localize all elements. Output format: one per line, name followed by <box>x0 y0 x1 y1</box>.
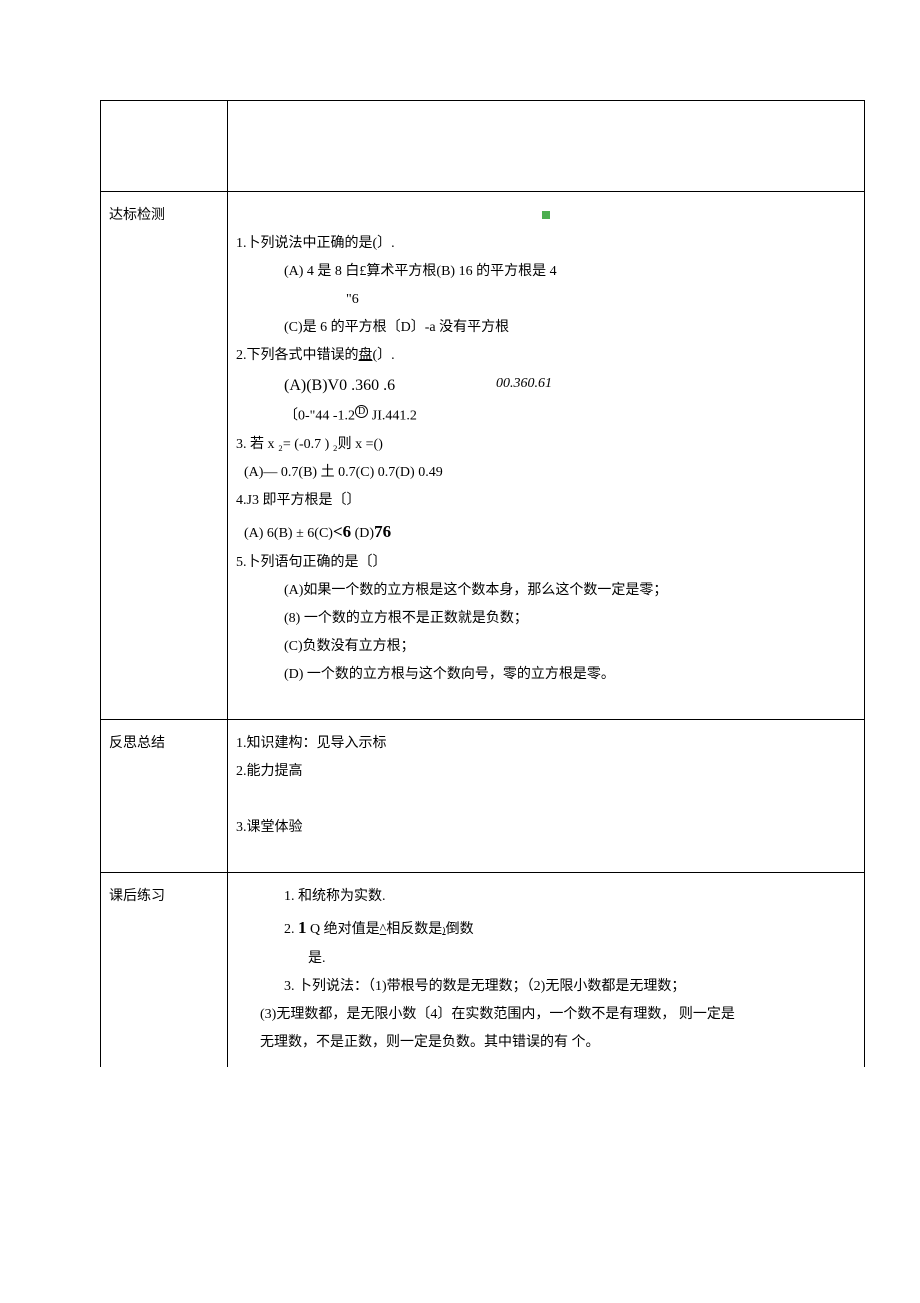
q1-optCD: (C)是 6 的平方根〔D〕-a 没有平方根 <box>236 314 856 342</box>
q2-stem-pre: 2.下列各式中错误的 <box>236 348 359 363</box>
fansi-row: 反思总结 1.知识建构：见导入示标 2.能力提高 3.课堂体验 <box>101 719 865 872</box>
q4-opts: (A) 6(B) ± 6(C)<6 (D)76 <box>236 515 856 549</box>
kehou-q1: 1. 和统称为实数. <box>236 883 856 911</box>
fansi-label-cell: 反思总结 <box>101 719 228 872</box>
kehou-q3-l2: (3)无理数都，是无限小数〔4〕在实数范围内，一个数不是有理数， 则一定是 <box>236 1001 856 1029</box>
fansi-l3: 3.课堂体验 <box>236 814 856 842</box>
empty-row <box>101 101 865 192</box>
fansi-l1: 1.知识建构：见导入示标 <box>236 730 856 758</box>
fansi-l2: 2.能力提高 <box>236 758 856 786</box>
kehou-q2: 2. 1 Q 绝对值是^相反数是₎倒数 <box>236 911 856 945</box>
q5-optA: (A)如果一个数的立方根是这个数本身，那么这个数一定是零； <box>236 577 856 605</box>
q1-stem: 1.卜列说法中正确的是(〕. <box>236 230 856 258</box>
kehou-q2-l2: 是. <box>236 945 856 973</box>
q2-line-cd: 〔0-"44 -1.2D JI.441.2 <box>236 402 856 431</box>
empty-left <box>101 101 228 192</box>
kh-q2-bold: 1 <box>298 918 307 937</box>
q2-cd-tail: JI.441.2 <box>368 409 417 424</box>
kehou-label: 课后练习 <box>109 889 165 904</box>
q3-stem: 3. 若 x ₂= (-0.7 ) ₂则 x =() <box>236 431 856 459</box>
dabiao-label: 达标检测 <box>109 208 165 223</box>
q5-optD: (D) 一个数的立方根与这个数向号，零的立方根是零。 <box>236 661 856 689</box>
q4-opts-b1: <6 <box>333 522 351 541</box>
q4-opts-pre: (A) 6(B) ± 6(C) <box>244 526 333 541</box>
q2-stem-post: (〕. <box>373 348 395 363</box>
green-square-icon <box>542 211 550 219</box>
q5-optB: (8) 一个数的立方根不是正数就是负数； <box>236 605 856 633</box>
q4-opts-mid: (D) <box>351 526 374 541</box>
kehou-label-cell: 课后练习 <box>101 872 228 1067</box>
kehou-q3-l3: 无理数，不是正数，则一定是负数。其中错误的有 个。 <box>236 1029 856 1057</box>
kehou-content: 1. 和统称为实数. 2. 1 Q 绝对值是^相反数是₎倒数 是. 3. 卜列说… <box>228 872 865 1067</box>
q4-opts-b2: 76 <box>374 522 391 541</box>
q4-stem: 4.J3 即平方根是〔〕 <box>236 487 856 515</box>
q3-opts: (A)— 0.7(B) 土 0.7(C) 0.7(D) 0.49 <box>236 459 856 487</box>
q5-stem: 5.卜列语句正确的是〔〕 <box>236 549 856 577</box>
fansi-label: 反思总结 <box>109 736 165 751</box>
q5-optC: (C)负数没有立方根； <box>236 633 856 661</box>
q2-cd-pre: 〔0-"44 -1.2 <box>284 409 355 424</box>
kh-q2-mid: Q 绝对值是 <box>307 922 380 937</box>
kehou-row: 课后练习 1. 和统称为实数. 2. 1 Q 绝对值是^相反数是₎倒数 是. 3… <box>101 872 865 1067</box>
q1-line2: "6 <box>236 286 856 314</box>
dabiao-row: 达标检测 1.卜列说法中正确的是(〕. (A) 4 是 8 白£算术平方根(B)… <box>101 192 865 720</box>
fansi-content: 1.知识建构：见导入示标 2.能力提高 3.课堂体验 <box>228 719 865 872</box>
dabiao-content: 1.卜列说法中正确的是(〕. (A) 4 是 8 白£算术平方根(B) 16 的… <box>228 192 865 720</box>
q2-stem-u: 盘 <box>359 348 373 363</box>
q2-stem: 2.下列各式中错误的盘(〕. <box>236 342 856 370</box>
kh-q2-mid2: 相反数是 <box>386 922 442 937</box>
empty-right <box>228 101 865 192</box>
q2-right-italic: 00.360.61 <box>496 370 552 398</box>
q1-optAB: (A) 4 是 8 白£算术平方根(B) 16 的平方根是 4 <box>236 258 856 286</box>
kh-q2-pre: 2. <box>284 922 298 937</box>
green-marker-line <box>236 202 856 230</box>
kehou-q3-l1: 3. 卜列说法：（1)带根号的数是无理数；（2)无限小数都是无理数； <box>236 973 856 1001</box>
q2-super-d: D <box>355 405 368 418</box>
kh-q2-tail: 倒数 <box>446 922 474 937</box>
dabiao-label-cell: 达标检测 <box>101 192 228 720</box>
